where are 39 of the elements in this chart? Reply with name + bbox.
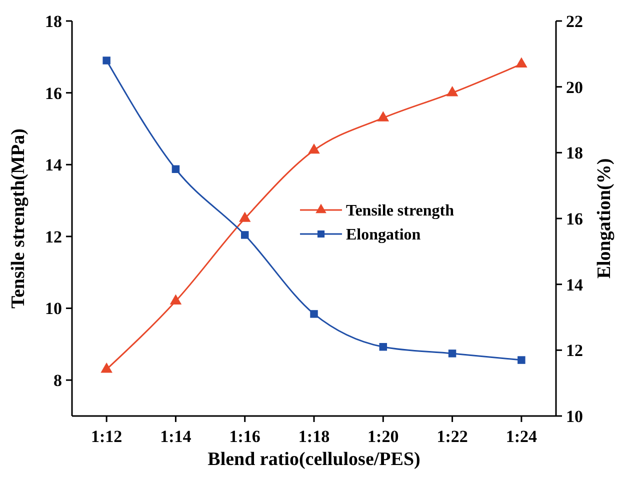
point: [308, 143, 320, 154]
y-tick-label: 14: [45, 156, 62, 175]
y2-axis-title: Elongation(%): [594, 158, 615, 279]
point: [170, 294, 182, 304]
y2-tick-label: 16: [566, 209, 583, 228]
y-tick-label: 16: [45, 84, 62, 103]
point: [448, 350, 456, 358]
legend-label: Tensile strength: [346, 202, 454, 220]
y-tick-label: 8: [54, 371, 62, 390]
x-axis-title: Blend ratio(cellulose/PES): [208, 449, 420, 470]
y-tick-label: 18: [45, 12, 62, 31]
y-tick-label: 10: [45, 299, 62, 318]
x-tick-label: 1:16: [229, 427, 260, 446]
x-tick-label: 1:12: [90, 427, 122, 446]
point: [377, 111, 390, 122]
point: [102, 56, 110, 64]
point: [100, 362, 112, 373]
x-tick-label: 1:24: [506, 427, 538, 446]
point: [238, 212, 251, 222]
x-tick-label: 1:18: [298, 427, 330, 446]
y-tick-label: 12: [45, 227, 62, 246]
x-tick-label: 1:20: [368, 427, 399, 446]
x-tick-label: 1:22: [436, 427, 468, 446]
point: [516, 57, 528, 68]
y2-tick-label: 18: [566, 144, 583, 163]
y2-tick-label: 14: [566, 275, 584, 294]
point: [240, 231, 249, 239]
point: [172, 165, 180, 173]
point: [446, 86, 458, 96]
point: [518, 356, 526, 364]
y2-tick-label: 12: [566, 341, 583, 360]
point: [310, 310, 318, 318]
y2-tick-label: 22: [566, 12, 583, 31]
x-tick-label: 1:14: [160, 427, 192, 446]
y-axis-title: Tensile strength(MPa): [8, 128, 29, 308]
y2-tick-label: 10: [566, 406, 583, 426]
legend-label: Elongation: [346, 226, 421, 244]
point: [379, 343, 388, 351]
y2-tick-label: 20: [566, 78, 583, 97]
